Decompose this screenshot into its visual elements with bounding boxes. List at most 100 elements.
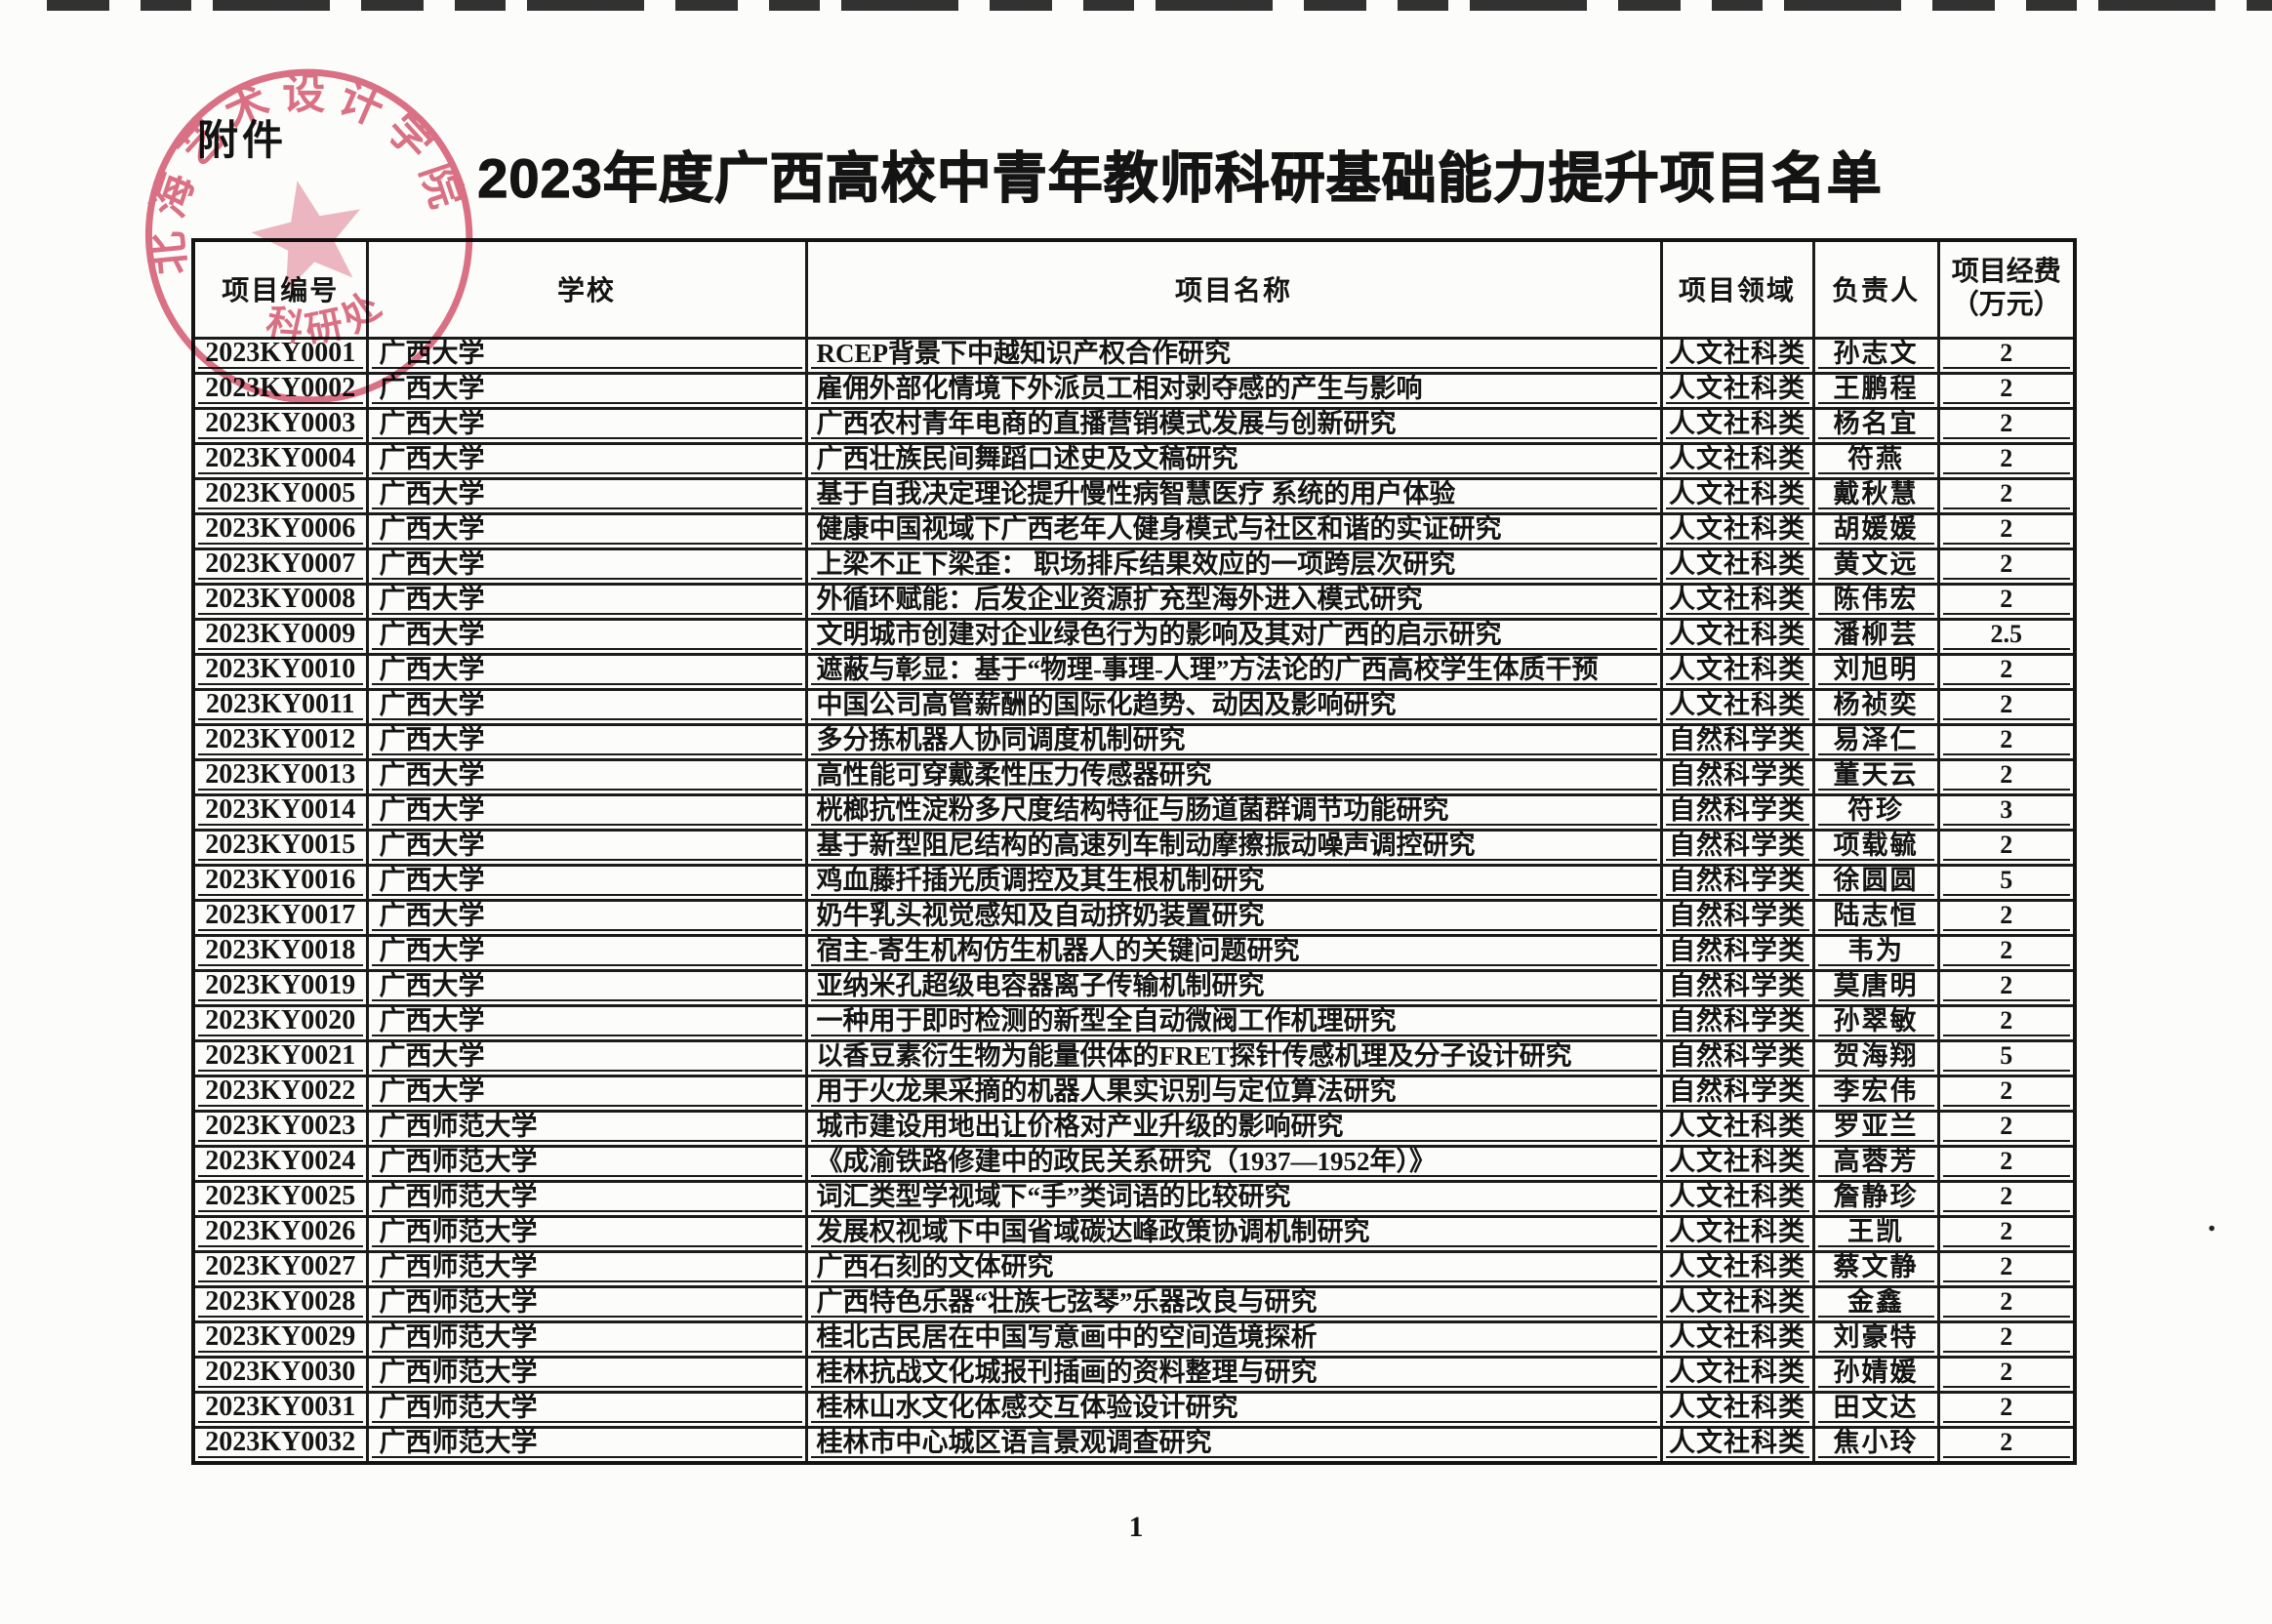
header-leader: 负责人 — [1811, 238, 1940, 340]
cell-project-field: 人文社科类 — [1659, 617, 1815, 656]
cell-project-field: 人文社科类 — [1659, 1320, 1815, 1359]
cell-school: 广西大学 — [365, 1074, 808, 1113]
cell-school: 广西师范大学 — [365, 1355, 808, 1394]
cell-project-name: 以香豆素衍生物为能量供体的FRET探针传感机理及分子设计研究 — [804, 1038, 1663, 1077]
cell-school: 广西大学 — [365, 792, 808, 832]
cell-school: 广西大学 — [365, 547, 808, 586]
header-funding: 项目经费 （万元） — [1936, 238, 2077, 340]
table-row: 2023KY0013 广西大学 高性能可穿戴柔性压力传感器研究 自然科学类 董天… — [191, 757, 2077, 796]
cell-leader: 董天云 — [1811, 757, 1940, 796]
cell-project-field: 自然科学类 — [1659, 828, 1815, 867]
cell-project-name: 奶牛乳头视觉感知及自动挤奶装置研究 — [804, 898, 1663, 937]
cell-leader: 徐圆圆 — [1811, 863, 1940, 902]
cell-school: 广西师范大学 — [365, 1179, 808, 1218]
cell-project-field: 自然科学类 — [1659, 1038, 1815, 1077]
cell-project-id: 2023KY0011 — [191, 687, 369, 726]
cell-funding: 2 — [1936, 757, 2077, 796]
cell-project-id: 2023KY0024 — [191, 1144, 369, 1183]
cell-leader: 詹静珍 — [1811, 1179, 1940, 1218]
cell-funding: 2 — [1936, 1214, 2077, 1253]
cell-project-name: 多分拣机器人协同调度机制研究 — [804, 722, 1663, 761]
table-row: 2023KY0023 广西师范大学 城市建设用地出让价格对产业升级的影响研究 人… — [191, 1109, 2077, 1148]
cell-project-name: 广西特色乐器“壮族七弦琴”乐器改良与研究 — [804, 1284, 1663, 1323]
cell-project-field: 人文社科类 — [1659, 1425, 1815, 1464]
cell-project-id: 2023KY0030 — [191, 1355, 369, 1394]
project-list-table: 项目编号 学校 项目名称 项目领域 负责人 项目经费 （万元） 2023KY00… — [191, 238, 2077, 1465]
cell-project-name: 广西农村青年电商的直播营销模式发展与创新研究 — [804, 406, 1663, 445]
cell-project-id: 2023KY0025 — [191, 1179, 369, 1218]
cell-school: 广西大学 — [365, 828, 808, 867]
cell-funding: 2 — [1936, 933, 2077, 972]
cell-project-id: 2023KY0031 — [191, 1390, 369, 1429]
cell-project-field: 自然科学类 — [1659, 968, 1815, 1007]
table-row: 2023KY0018 广西大学 宿主-寄生机构仿生机器人的关键问题研究 自然科学… — [191, 933, 2077, 972]
cell-funding: 2 — [1936, 441, 2077, 480]
table-row: 2023KY0001 广西大学 RCEP背景下中越知识产权合作研究 人文社科类 … — [191, 336, 2077, 375]
cell-project-field: 自然科学类 — [1659, 1003, 1815, 1042]
table-row: 2023KY0015 广西大学 基于新型阻尼结构的高速列车制动摩擦振动噪声调控研… — [191, 828, 2077, 867]
cell-school: 广西师范大学 — [365, 1144, 808, 1183]
cell-project-field: 人文社科类 — [1659, 582, 1815, 621]
cell-leader: 陆志恒 — [1811, 898, 1940, 937]
cell-funding: 2 — [1936, 1390, 2077, 1429]
cell-project-name: 桂林市中心城区语言景观调查研究 — [804, 1425, 1663, 1464]
cell-project-id: 2023KY0032 — [191, 1425, 369, 1464]
cell-project-field: 人文社科类 — [1659, 687, 1815, 726]
cell-funding: 2 — [1936, 1284, 2077, 1323]
cell-funding: 2 — [1936, 582, 2077, 621]
cell-funding: 2 — [1936, 1425, 2077, 1464]
cell-project-id: 2023KY0019 — [191, 968, 369, 1007]
cell-project-field: 人文社科类 — [1659, 1109, 1815, 1148]
cell-project-name: 上梁不正下梁歪： 职场排斥结果效应的一项跨层次研究 — [804, 547, 1663, 586]
cell-funding: 2 — [1936, 511, 2077, 550]
header-project-field: 项目领域 — [1659, 238, 1815, 340]
table-row: 2023KY0002 广西大学 雇佣外部化情境下外派员工相对剥夺感的产生与影响 … — [191, 371, 2077, 410]
cell-project-name: 中国公司高管薪酬的国际化趋势、动因及影响研究 — [804, 687, 1663, 726]
cell-project-id: 2023KY0022 — [191, 1074, 369, 1113]
cell-funding: 2 — [1936, 828, 2077, 867]
cell-project-field: 人文社科类 — [1659, 441, 1815, 480]
cell-school: 广西大学 — [365, 968, 808, 1007]
cell-project-id: 2023KY0009 — [191, 617, 369, 656]
header-funding-line1: 项目经费 — [1951, 257, 2061, 288]
table-body: 2023KY0001 广西大学 RCEP背景下中越知识产权合作研究 人文社科类 … — [191, 336, 2077, 1464]
header-row: 项目编号 学校 项目名称 项目领域 负责人 项目经费 （万元） — [191, 238, 2077, 340]
cell-project-name: 文明城市创建对企业绿色行为的影响及其对广西的启示研究 — [804, 617, 1663, 656]
table-row: 2023KY0031 广西师范大学 桂林山水文化体感交互体验设计研究 人文社科类… — [191, 1390, 2077, 1429]
cell-project-id: 2023KY0006 — [191, 511, 369, 550]
cell-project-id: 2023KY0028 — [191, 1284, 369, 1323]
cell-leader: 潘柳芸 — [1811, 617, 1940, 656]
cell-school: 广西大学 — [365, 371, 808, 410]
cell-project-id: 2023KY0008 — [191, 582, 369, 621]
cell-project-name: 广西壮族民间舞蹈口述史及文稿研究 — [804, 441, 1663, 480]
cell-project-name: 雇佣外部化情境下外派员工相对剥夺感的产生与影响 — [804, 371, 1663, 410]
cell-project-name: 外循环赋能：后发企业资源扩充型海外进入模式研究 — [804, 582, 1663, 621]
cell-funding: 2 — [1936, 1249, 2077, 1288]
cell-project-name: 桂林山水文化体感交互体验设计研究 — [804, 1390, 1663, 1429]
cell-project-field: 人文社科类 — [1659, 336, 1815, 375]
cell-school: 广西大学 — [365, 1038, 808, 1077]
table-row: 2023KY0024 广西师范大学 《成渝铁路修建中的政民关系研究（1937—1… — [191, 1144, 2077, 1183]
cell-funding: 2 — [1936, 1109, 2077, 1148]
cell-school: 广西大学 — [365, 476, 808, 515]
header-school: 学校 — [365, 238, 808, 340]
cell-school: 广西大学 — [365, 898, 808, 937]
cell-project-field: 人文社科类 — [1659, 1390, 1815, 1429]
cell-project-id: 2023KY0020 — [191, 1003, 369, 1042]
cell-funding: 2 — [1936, 1003, 2077, 1042]
cell-project-id: 2023KY0007 — [191, 547, 369, 586]
header-project-id: 项目编号 — [191, 238, 369, 340]
cell-project-id: 2023KY0010 — [191, 652, 369, 691]
cell-project-name: 遮蔽与彰显：基于“物理-事理-人理”方法论的广西高校学生体质干预 — [804, 652, 1663, 691]
cell-project-name: 一种用于即时检测的新型全自动微阀工作机理研究 — [804, 1003, 1663, 1042]
cell-leader: 孙志文 — [1811, 336, 1940, 375]
table-row: 2023KY0020 广西大学 一种用于即时检测的新型全自动微阀工作机理研究 自… — [191, 1003, 2077, 1042]
cell-project-id: 2023KY0001 — [191, 336, 369, 375]
cell-project-name: 广西石刻的文体研究 — [804, 1249, 1663, 1288]
cell-project-name: 鸡血藤扦插光质调控及其生根机制研究 — [804, 863, 1663, 902]
table-row: 2023KY0014 广西大学 桄榔抗性淀粉多尺度结构特征与肠道菌群调节功能研究… — [191, 792, 2077, 832]
table-row: 2023KY0030 广西师范大学 桂林抗战文化城报刊插画的资料整理与研究 人文… — [191, 1355, 2077, 1394]
cell-leader: 陈伟宏 — [1811, 582, 1940, 621]
page-number: 1 — [1128, 1511, 1144, 1543]
cell-project-name: 城市建设用地出让价格对产业升级的影响研究 — [804, 1109, 1663, 1148]
